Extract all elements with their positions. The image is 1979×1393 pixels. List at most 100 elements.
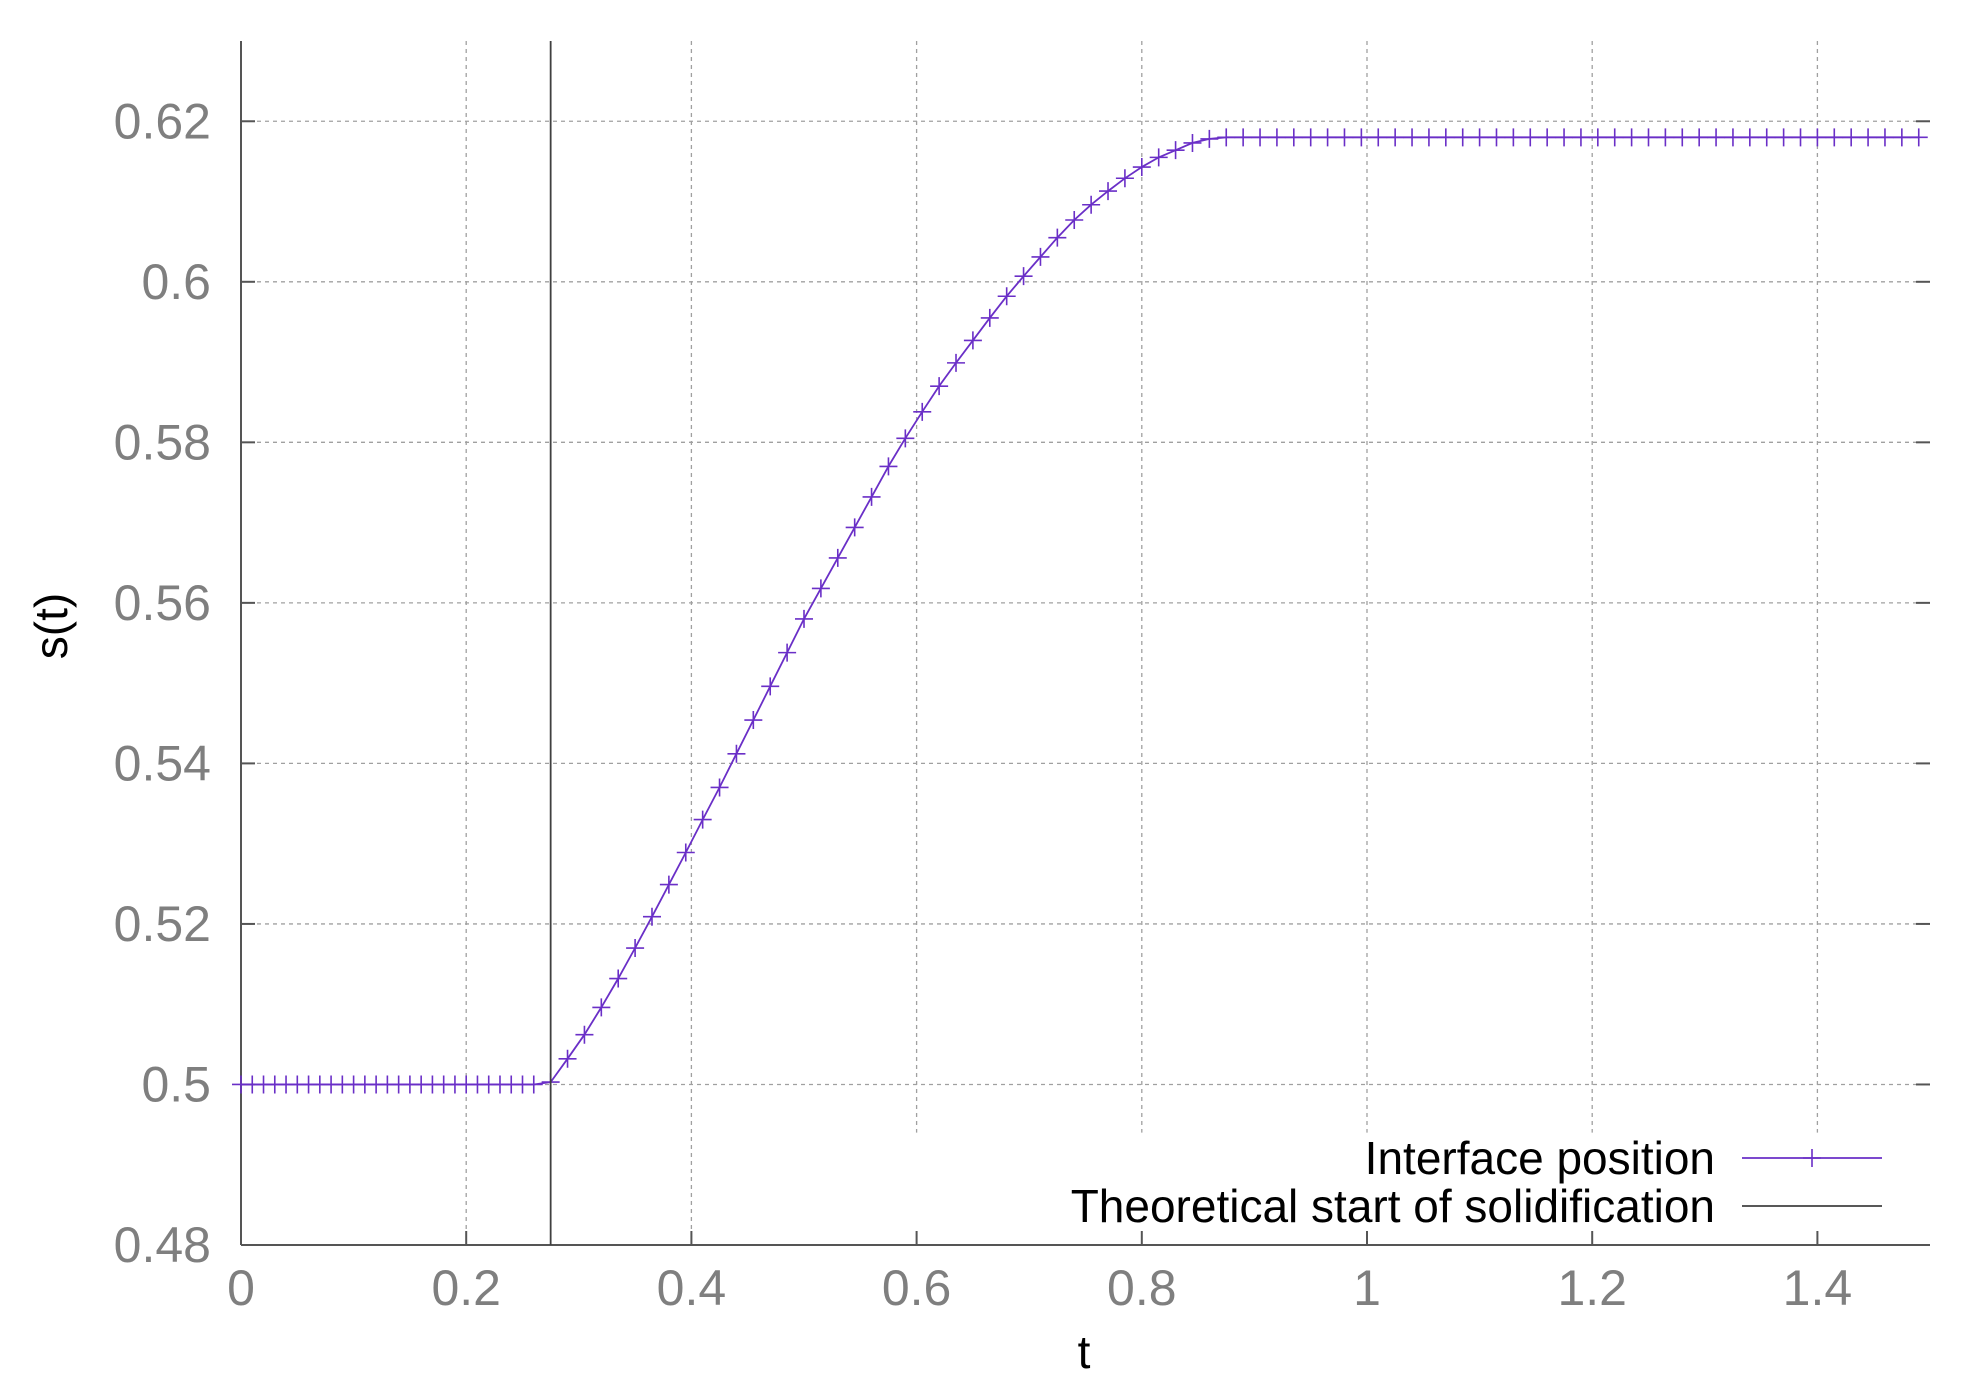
data-point-marker [1740, 128, 1759, 147]
data-point-marker [659, 875, 678, 894]
data-point-marker [1132, 158, 1151, 177]
y-axis-label: s(t) [25, 593, 77, 659]
data-point-marker [845, 518, 864, 537]
data-point-marker [1859, 128, 1878, 147]
series-layer [232, 41, 1928, 1245]
data-point-marker [1639, 128, 1658, 147]
data-point-marker [592, 998, 611, 1017]
data-point-marker [1825, 128, 1844, 147]
data-point-marker [727, 744, 746, 763]
data-point-marker [710, 778, 729, 797]
data-point-marker [1707, 128, 1726, 147]
data-point-marker [1588, 128, 1607, 147]
data-point-marker [811, 579, 830, 598]
data-point-marker [1234, 128, 1253, 147]
data-point-marker [1267, 128, 1286, 147]
y-tick-label: 0.6 [141, 254, 211, 310]
data-point-marker [930, 377, 949, 396]
data-point-marker [1200, 129, 1219, 148]
data-point-marker [1284, 128, 1303, 147]
data-point-marker [1470, 128, 1489, 147]
data-point-marker [1808, 128, 1827, 147]
legend-entry-label: Theoretical start of solidification [1071, 1180, 1715, 1232]
x-tick-labels: 0 0.2 0.4 0.6 0.8 1 1.2 1.4 [227, 1260, 1852, 1316]
data-point-marker [1622, 128, 1641, 147]
data-point-marker [997, 287, 1016, 306]
data-point-marker [862, 487, 881, 506]
data-point-marker [1149, 148, 1168, 167]
data-point-marker [1909, 128, 1928, 147]
y-tick-label: 0.52 [114, 896, 211, 952]
data-point-marker [1555, 128, 1574, 147]
x-tick-label: 0.4 [657, 1260, 727, 1316]
data-point-marker [1673, 128, 1692, 147]
data-point-marker [980, 308, 999, 327]
data-point-marker [1774, 128, 1793, 147]
data-point-marker [744, 711, 763, 730]
data-point-marker [1082, 195, 1101, 214]
data-point-marker [778, 643, 797, 662]
data-point-marker [896, 429, 915, 448]
data-point-marker [1892, 128, 1911, 147]
x-tick-label: 1.4 [1783, 1260, 1853, 1316]
data-point-marker [913, 402, 932, 421]
data-point-marker [1571, 128, 1590, 147]
data-point-marker [1538, 128, 1557, 147]
data-point-marker [1453, 128, 1472, 147]
data-point-marker [609, 969, 628, 988]
data-point-marker [947, 353, 966, 372]
data-point-marker [1403, 128, 1422, 147]
y-tick-label: 0.54 [114, 735, 211, 791]
data-point-marker [693, 810, 712, 829]
data-point-marker [575, 1025, 594, 1044]
data-point-marker [1605, 128, 1624, 147]
legend-entry-marker [1803, 1149, 1821, 1167]
data-point-marker [1723, 128, 1742, 147]
data-point-marker [1842, 128, 1861, 147]
data-point-marker [1065, 210, 1084, 229]
x-tick-label: 0.8 [1107, 1260, 1177, 1316]
data-point-marker [558, 1049, 577, 1068]
data-point-marker [1183, 133, 1202, 152]
data-point-marker [1436, 128, 1455, 147]
data-point-marker [1301, 128, 1320, 147]
x-tick-label: 0.2 [431, 1260, 501, 1316]
data-point-marker [1166, 141, 1185, 160]
grid-lines [241, 41, 1930, 1245]
x-tick-label: 1.2 [1557, 1260, 1627, 1316]
data-point-marker [676, 843, 695, 862]
data-point-marker [1335, 128, 1354, 147]
data-point-marker [1690, 128, 1709, 147]
data-point-marker [1656, 128, 1675, 147]
data-point-marker [1048, 228, 1067, 247]
x-tick-label: 1 [1353, 1260, 1381, 1316]
data-point-marker [1521, 128, 1540, 147]
data-point-marker [963, 331, 982, 350]
data-point-marker [1099, 182, 1118, 201]
y-tick-label: 0.5 [141, 1056, 211, 1112]
data-point-marker [1217, 128, 1236, 147]
data-point-marker [828, 548, 847, 567]
data-point-marker [1251, 128, 1270, 147]
y-tick-label: 0.58 [114, 414, 211, 470]
y-tick-label: 0.56 [114, 575, 211, 631]
data-point-marker [1757, 128, 1776, 147]
data-point-marker [1487, 128, 1506, 147]
data-point-marker [1352, 128, 1371, 147]
data-point-marker [642, 907, 661, 926]
data-point-marker [1031, 247, 1050, 266]
data-point-marker [1369, 128, 1388, 147]
x-tick-label: 0 [227, 1260, 255, 1316]
data-point-marker [1419, 128, 1438, 147]
y-tick-labels: 0.48 0.5 0.52 0.54 0.56 0.58 0.6 0.62 [114, 93, 211, 1273]
data-point-marker [1791, 128, 1810, 147]
data-point-marker [626, 939, 645, 958]
data-point-marker [879, 457, 898, 476]
data-point-marker [761, 677, 780, 696]
data-point-marker [1504, 128, 1523, 147]
data-point-marker [795, 609, 813, 628]
series-line-interface-position [241, 136, 1919, 1086]
x-tick-label: 0.6 [882, 1260, 952, 1316]
